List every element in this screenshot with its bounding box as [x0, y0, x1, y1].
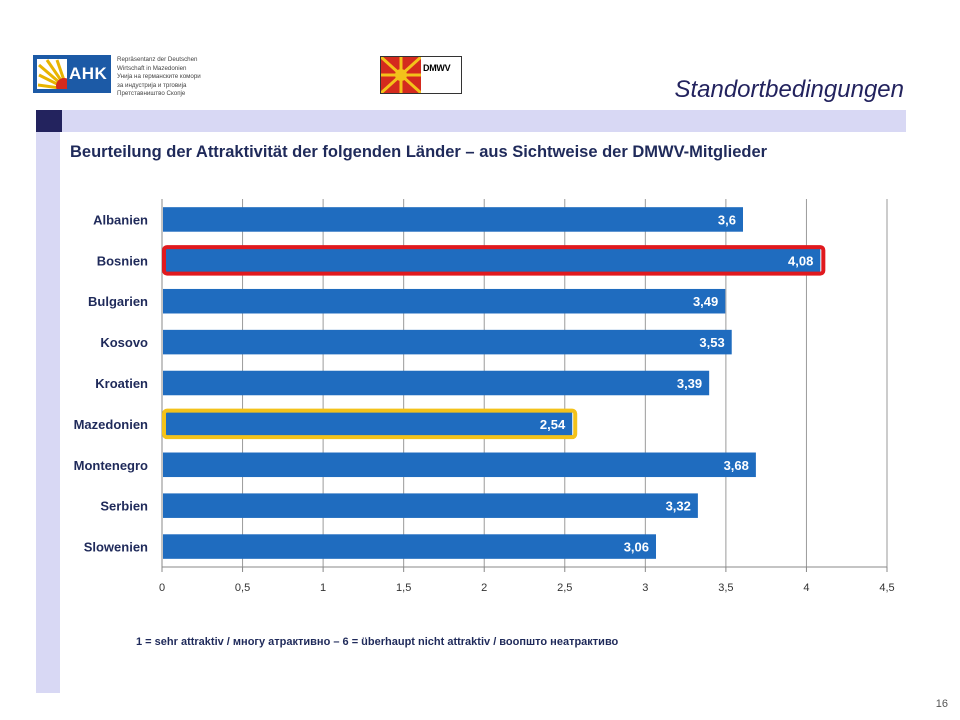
ahk-logo: AHK Repräsentanz der Deutschen Wirtschaf…	[33, 55, 209, 97]
chart-subtitle: Beurteilung der Attraktivität der folgen…	[70, 143, 768, 161]
ahk-line: Wirtschaft in Mazedonien	[117, 64, 187, 72]
dmwv-text: DMWV	[423, 63, 451, 73]
dmwv-logo: DMWV	[380, 56, 462, 94]
bar	[163, 493, 698, 518]
navy-accent-square	[36, 110, 62, 132]
category-label: Mazedonien	[74, 417, 148, 432]
x-tick-label: 2,5	[557, 582, 572, 594]
bar-highlight	[162, 408, 578, 440]
category-label: Montenegro	[74, 458, 148, 473]
x-tick-label: 4	[803, 582, 809, 594]
x-tick-label: 1,5	[396, 582, 411, 594]
bar-layer	[162, 207, 826, 559]
ahk-line: Унија на германските комори	[117, 73, 201, 81]
x-tick-label: 3	[642, 582, 648, 594]
data-label: 3,06	[624, 540, 649, 555]
bar	[163, 207, 743, 232]
x-tick-label: 0,5	[235, 582, 250, 594]
ahk-line: Претставништво Скопје	[117, 90, 186, 98]
data-label: 2,54	[540, 417, 566, 432]
category-label: Kroatien	[95, 376, 148, 391]
bar	[163, 534, 656, 559]
x-tick-label: 2	[481, 582, 487, 594]
category-label: Kosovo	[100, 335, 148, 350]
category-label: Slowenien	[84, 540, 148, 555]
sun-icon	[37, 59, 67, 89]
bar	[163, 411, 573, 437]
x-tick-label: 4,5	[879, 582, 894, 594]
ahk-badge: AHK	[33, 55, 111, 93]
category-label: Bosnien	[97, 253, 148, 268]
x-tick-label: 3,5	[718, 582, 733, 594]
bar-highlight	[162, 245, 826, 276]
bar	[163, 329, 732, 355]
bar	[163, 288, 726, 314]
x-tick-label: 1	[320, 582, 326, 594]
label-layer: 0 0,5 1 1,5 2 2,5 3 3,5 4 4,5 3,6 Albanien 4,08 Bosni…	[74, 212, 895, 594]
data-label: 3,32	[666, 499, 691, 514]
data-label: 3,39	[677, 376, 702, 391]
data-label: 4,08	[788, 253, 813, 268]
page-number: 16	[935, 698, 948, 710]
ahk-line: Repräsentanz der Deutschen	[117, 56, 198, 63]
bar	[163, 248, 821, 273]
scale-footnote: 1 = sehr attraktiv / многу атрактивно – …	[136, 636, 619, 648]
category-label: Serbien	[100, 499, 148, 514]
data-label: 3,68	[724, 458, 749, 473]
category-label: Bulgarien	[88, 294, 148, 309]
category-label: Albanien	[93, 212, 148, 227]
ahk-description: Repräsentanz der Deutschen Wirtschaft in…	[117, 56, 211, 99]
bar	[163, 370, 710, 396]
top-decor-bar	[36, 110, 906, 132]
bar	[163, 452, 756, 478]
ahk-line: за индустрија и трговија	[117, 81, 187, 89]
slide-title: Standortbedingungen	[674, 76, 904, 103]
data-label: 3,53	[699, 335, 724, 350]
x-tick-label: 0	[159, 582, 165, 594]
left-decor-bar	[36, 110, 60, 693]
sun-flag-icon	[381, 57, 421, 93]
data-label: 3,6	[718, 212, 736, 227]
data-label: 3,49	[693, 294, 718, 309]
ahk-badge-text: AHK	[69, 64, 108, 83]
